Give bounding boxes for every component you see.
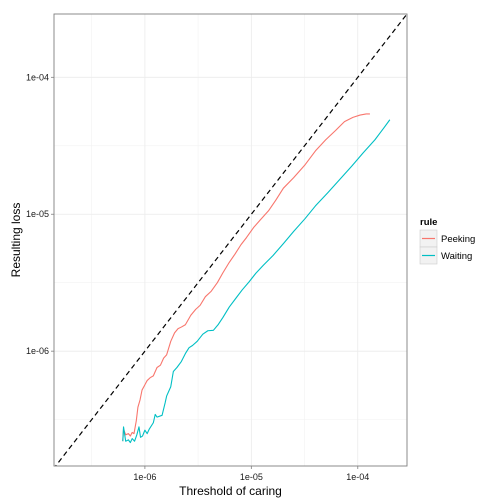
y-tick-label: 1e-04 [26, 72, 49, 82]
reference-line-layer [54, 14, 407, 466]
x-tick-label: 1e-04 [346, 472, 369, 482]
legend-label: Peeking [441, 234, 475, 245]
minor-grid [54, 14, 407, 466]
y-tick-label: 1e-05 [26, 209, 49, 219]
y-axis-title: Resulting loss [9, 203, 23, 278]
plot-panel-border [53, 13, 408, 467]
legend-label: Waiting [441, 251, 472, 262]
series-line-waiting [122, 119, 391, 444]
y-tick-label: 1e-06 [26, 346, 49, 356]
x-axis-ticks: 1e-06 1e-05 1e-04 [133, 466, 369, 482]
legend: rule Peeking Waiting [419, 217, 475, 265]
series-layer [122, 113, 391, 444]
major-grid [54, 14, 407, 466]
x-tick-label: 1e-05 [240, 472, 263, 482]
plot-panel-background [54, 14, 407, 466]
legend-item-peeking: Peeking [419, 229, 475, 248]
x-tick-label: 1e-06 [133, 472, 156, 482]
series-line-peeking [122, 113, 370, 442]
identity-reference-line [54, 14, 407, 466]
legend-item-waiting: Waiting [419, 246, 472, 265]
x-axis-title: Threshold of caring [179, 484, 282, 498]
legend-title: rule [420, 217, 437, 228]
y-axis-ticks: 1e-06 1e-05 1e-04 [26, 72, 54, 356]
legend-items: Peeking Waiting [419, 229, 475, 265]
